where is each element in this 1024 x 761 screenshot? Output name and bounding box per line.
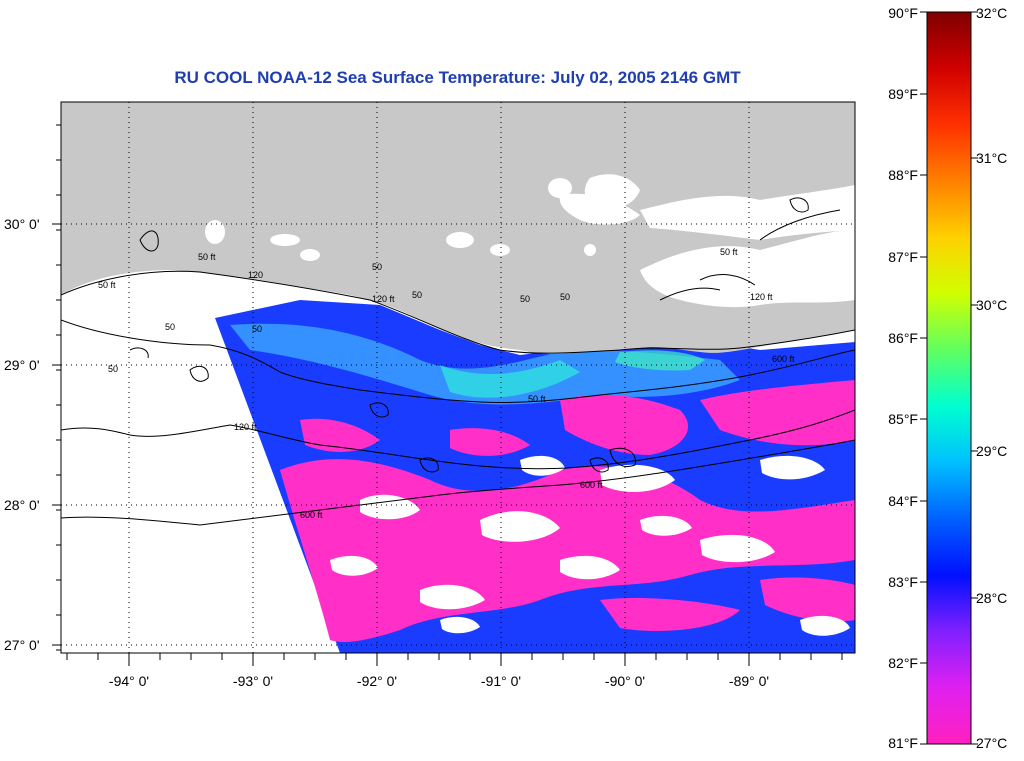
contour-label: 600 ft (580, 480, 603, 490)
sst-nearshore-band (230, 323, 740, 405)
cb-celsius-label: 31°C (976, 150, 1007, 166)
cb-fahrenheit-label: 87°F (888, 249, 918, 265)
cb-fahrenheit-label: 81°F (888, 735, 918, 751)
contour-label: 50 (560, 292, 570, 302)
contour-label: 50 (108, 364, 118, 374)
map-title: RU COOL NOAA-12 Sea Surface Temperature:… (174, 68, 741, 87)
contour-label: 50 (520, 294, 530, 304)
cb-fahrenheit-label: 83°F (888, 574, 918, 590)
sst-cyan-patch (615, 350, 705, 371)
lon-tick-label: -90° 0' (605, 673, 645, 689)
cb-fahrenheit-label: 82°F (888, 655, 918, 671)
longitude-axis: -94° 0' -93° 0' -92° 0' -91° 0' -90° 0' -89° … (66, 653, 843, 689)
contour-label: 50 (412, 290, 422, 300)
lat-tick-label: 28° 0' (4, 497, 40, 513)
contour-label: 50 ft (198, 252, 216, 262)
cb-celsius-label: 29°C (976, 443, 1007, 459)
contour-label: 50 (372, 262, 382, 272)
cb-fahrenheit-label: 90°F (888, 5, 918, 21)
cb-fahrenheit-label: 88°F (888, 167, 918, 183)
contour-label-group: 50 ft 50 ft 120 50 50 50 50 120 ft 50 50 50 50 ft 12… (98, 247, 795, 520)
contour-label: 120 (248, 270, 263, 280)
lat-tick-label: 30° 0' (4, 216, 40, 232)
lon-tick-label: -91° 0' (481, 673, 521, 689)
contour-label: 50 (252, 324, 262, 334)
map-frame (60, 101, 856, 654)
colorbar-labels: 90°F 89°F 88°F 87°F 86°F 85°F 84°F 83°F 82°F 81°F… (888, 5, 1007, 751)
contour-label: 600 ft (772, 354, 795, 364)
cb-fahrenheit-label: 89°F (888, 86, 918, 102)
cb-celsius-label: 28°C (976, 590, 1007, 606)
land-mass (61, 102, 855, 355)
latitude-axis: 30° 0' 29° 0' 28° 0' 27° 0' (4, 124, 61, 653)
cb-fahrenheit-label: 86°F (888, 330, 918, 346)
contour-label: 600 ft (300, 510, 323, 520)
lon-tick-label: -93° 0' (233, 673, 273, 689)
lon-tick-label: -94° 0' (109, 673, 149, 689)
contour-label: 120 ft (750, 292, 773, 302)
cb-fahrenheit-label: 84°F (888, 493, 918, 509)
lon-tick-label: -89° 0' (729, 673, 769, 689)
cb-fahrenheit-label: 85°F (888, 411, 918, 427)
contour-label: 120 ft (234, 422, 257, 432)
cb-celsius-label: 27°C (976, 735, 1007, 751)
lat-tick-label: 29° 0' (4, 357, 40, 373)
map-plot-area: 50 ft 50 ft 120 50 50 50 50 120 ft 50 50 50 50 ft 12… (61, 102, 855, 653)
colorbar (926, 11, 972, 745)
graticule (61, 102, 855, 653)
cb-celsius-label: 32°C (976, 5, 1007, 21)
contour-label: 50 (165, 322, 175, 332)
coast-contours (61, 197, 855, 526)
sst-cyan-patch (440, 360, 580, 398)
contour-label: 50 ft (720, 247, 738, 257)
contour-label: 50 ft (98, 280, 116, 290)
contour-label: 50 ft (528, 394, 546, 404)
lon-tick-label: -92° 0' (357, 673, 397, 689)
lat-tick-label: 27° 0' (4, 637, 40, 653)
contour-label: 120 ft (372, 294, 395, 304)
cb-celsius-label: 30°C (976, 297, 1007, 313)
cloud-mask (330, 455, 850, 636)
